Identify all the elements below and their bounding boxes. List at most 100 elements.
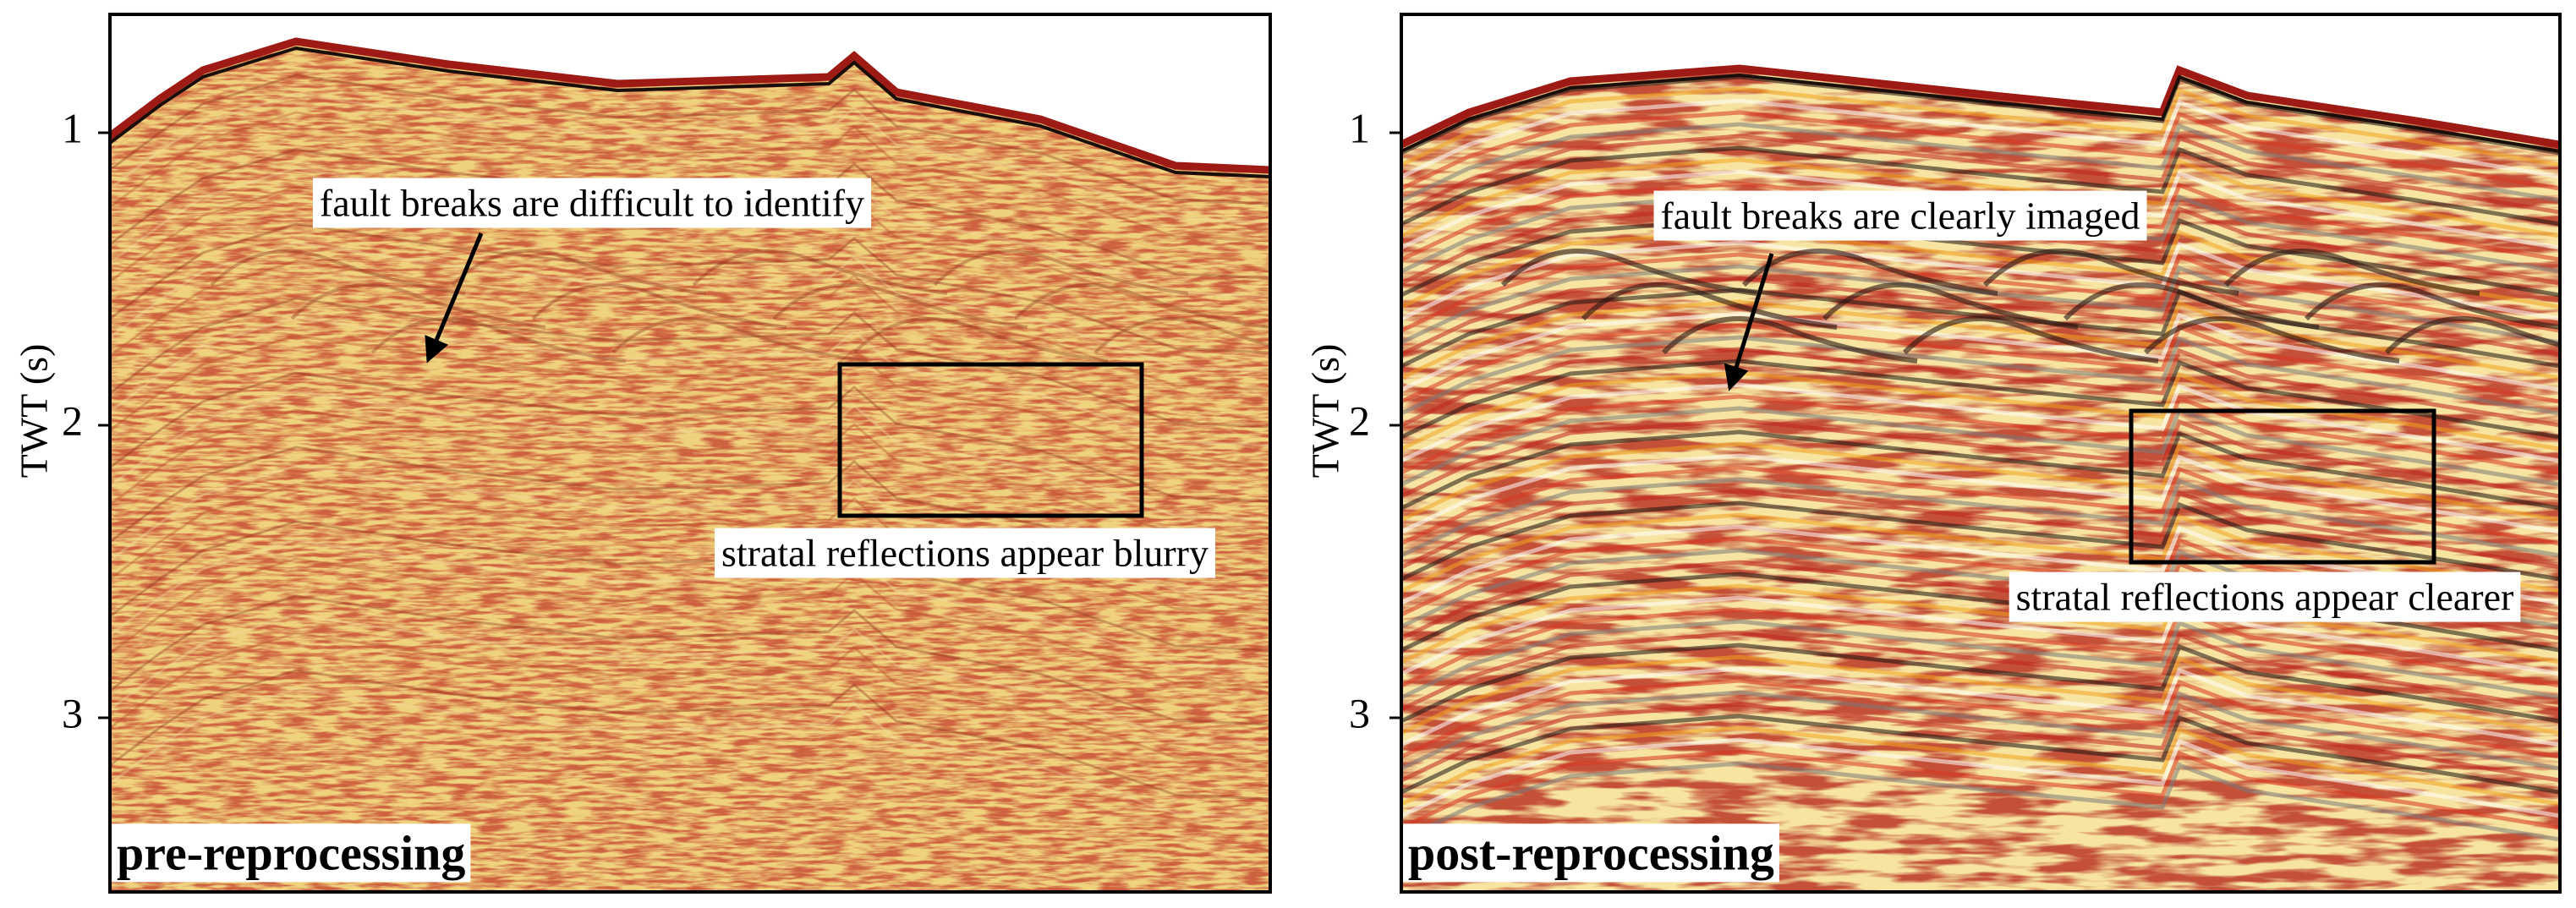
- reflector: [1401, 725, 2560, 807]
- reflector: [110, 297, 1270, 429]
- reflector: [1401, 429, 2560, 511]
- reflector: [110, 74, 1270, 205]
- reflector: [1401, 631, 2560, 712]
- reflector: [110, 632, 1270, 763]
- reflector: [1401, 418, 2560, 499]
- reflector: [1401, 761, 2560, 842]
- y-tick-label: 3: [1349, 689, 1370, 736]
- reflector: [110, 594, 1270, 726]
- dipping-reflector: [1093, 317, 1270, 354]
- dipping-reflector: [1013, 283, 1269, 329]
- reflector: [1401, 86, 2560, 167]
- reflector: [110, 390, 1270, 522]
- reflector: [110, 408, 1270, 540]
- reflector: [110, 669, 1270, 801]
- seismic-image: [1401, 14, 2560, 892]
- dipping-reflector: [451, 249, 707, 295]
- reflector: [110, 613, 1270, 745]
- reflector: [110, 55, 1270, 187]
- image-texture: [1401, 14, 2560, 892]
- reflector: [1401, 678, 2560, 759]
- seafloor: [1401, 64, 2560, 149]
- reflector: [110, 539, 1270, 670]
- y-tick-label: 1: [62, 104, 83, 151]
- reflector: [110, 111, 1270, 243]
- panel-label: post-reprocessing: [1408, 825, 1774, 880]
- seafloor-dark: [110, 46, 1270, 178]
- reflector: [110, 129, 1270, 261]
- reflector: [1401, 394, 2560, 475]
- annotation: stratal reflections appear clearer: [2016, 576, 2514, 619]
- dipping-reflector: [210, 249, 466, 295]
- panel-frame: [108, 13, 1272, 894]
- y-tick-label: 2: [62, 397, 83, 444]
- reflector: [1401, 690, 2560, 771]
- annotation-background: [2009, 572, 2521, 622]
- water-column: [110, 14, 1270, 167]
- dipping-reflector: [1982, 249, 2239, 296]
- reflector: [1401, 453, 2560, 534]
- annotation: fault breaks are clearly imaged: [1660, 194, 2140, 238]
- dipping-reflector: [1661, 316, 1918, 364]
- reflector: [1401, 654, 2560, 736]
- annotation: stratal reflections appear blurry: [721, 532, 1209, 575]
- reflector: [110, 353, 1270, 484]
- reflector: [1401, 489, 2560, 570]
- panel-label: pre-reprocessing: [117, 825, 465, 880]
- reflector: [1401, 607, 2560, 688]
- reflector: [110, 241, 1270, 373]
- annotation-background: [312, 178, 872, 228]
- reflector: [110, 92, 1270, 224]
- reflector: [1401, 205, 2560, 286]
- panel-label-background: [1403, 823, 1779, 883]
- highlight-box: [837, 362, 1144, 518]
- reflector: [1401, 465, 2560, 546]
- annotation-background: [1653, 190, 2147, 241]
- reflector: [1401, 98, 2560, 179]
- dipping-reflector: [1500, 249, 1757, 296]
- y-axis-label: TWT (s): [1304, 344, 1347, 479]
- reflector: [110, 204, 1270, 336]
- reflector: [110, 260, 1270, 391]
- reflector: [110, 371, 1270, 503]
- y-tick-label: 2: [1349, 397, 1370, 444]
- reflector: [1401, 122, 2560, 203]
- dipping-reflector: [1741, 249, 1998, 296]
- reflector: [1401, 110, 2560, 191]
- seismic-panel: 1 2 3 TWT (s) fault breaks are difficult to …: [13, 13, 1272, 894]
- annotation-arrow: [425, 232, 484, 364]
- seismic-panel: 1 2 3 TWT (s) fault breaks are clearly image…: [1304, 13, 2562, 894]
- dipping-reflector: [852, 317, 1109, 363]
- reflector: [110, 687, 1270, 819]
- reflector: [1401, 264, 2560, 345]
- reflector: [1401, 512, 2560, 593]
- dipping-reflector: [692, 249, 948, 295]
- reflector: [1401, 299, 2560, 380]
- reflector: [1401, 323, 2560, 404]
- seafloor-dark: [1401, 73, 2560, 153]
- reflector: [1401, 335, 2560, 416]
- reflector: [1401, 477, 2560, 558]
- reflector: [1401, 702, 2560, 783]
- reflector: [1401, 228, 2560, 309]
- reflector: [110, 650, 1270, 782]
- reflector: [1401, 595, 2560, 676]
- dipping-reflector: [2304, 282, 2560, 330]
- reflector: [1401, 252, 2560, 333]
- dipping-reflector: [2223, 249, 2480, 296]
- dipping-reflector: [611, 317, 868, 363]
- dipping-reflector: [1822, 282, 2079, 330]
- reflector: [1401, 524, 2560, 605]
- y-axis-label: TWT (s): [13, 344, 56, 479]
- reflector: [1401, 441, 2560, 522]
- dipping-reflector: [290, 283, 546, 329]
- reflector: [1401, 737, 2560, 818]
- annotation-arrow: [1724, 253, 1774, 391]
- reflector: [110, 334, 1270, 466]
- reflector: [1401, 311, 2560, 392]
- reflector: [1401, 358, 2560, 440]
- dipping-reflector: [772, 283, 1028, 329]
- reflector: [1401, 500, 2560, 582]
- dipping-reflector: [2143, 316, 2400, 364]
